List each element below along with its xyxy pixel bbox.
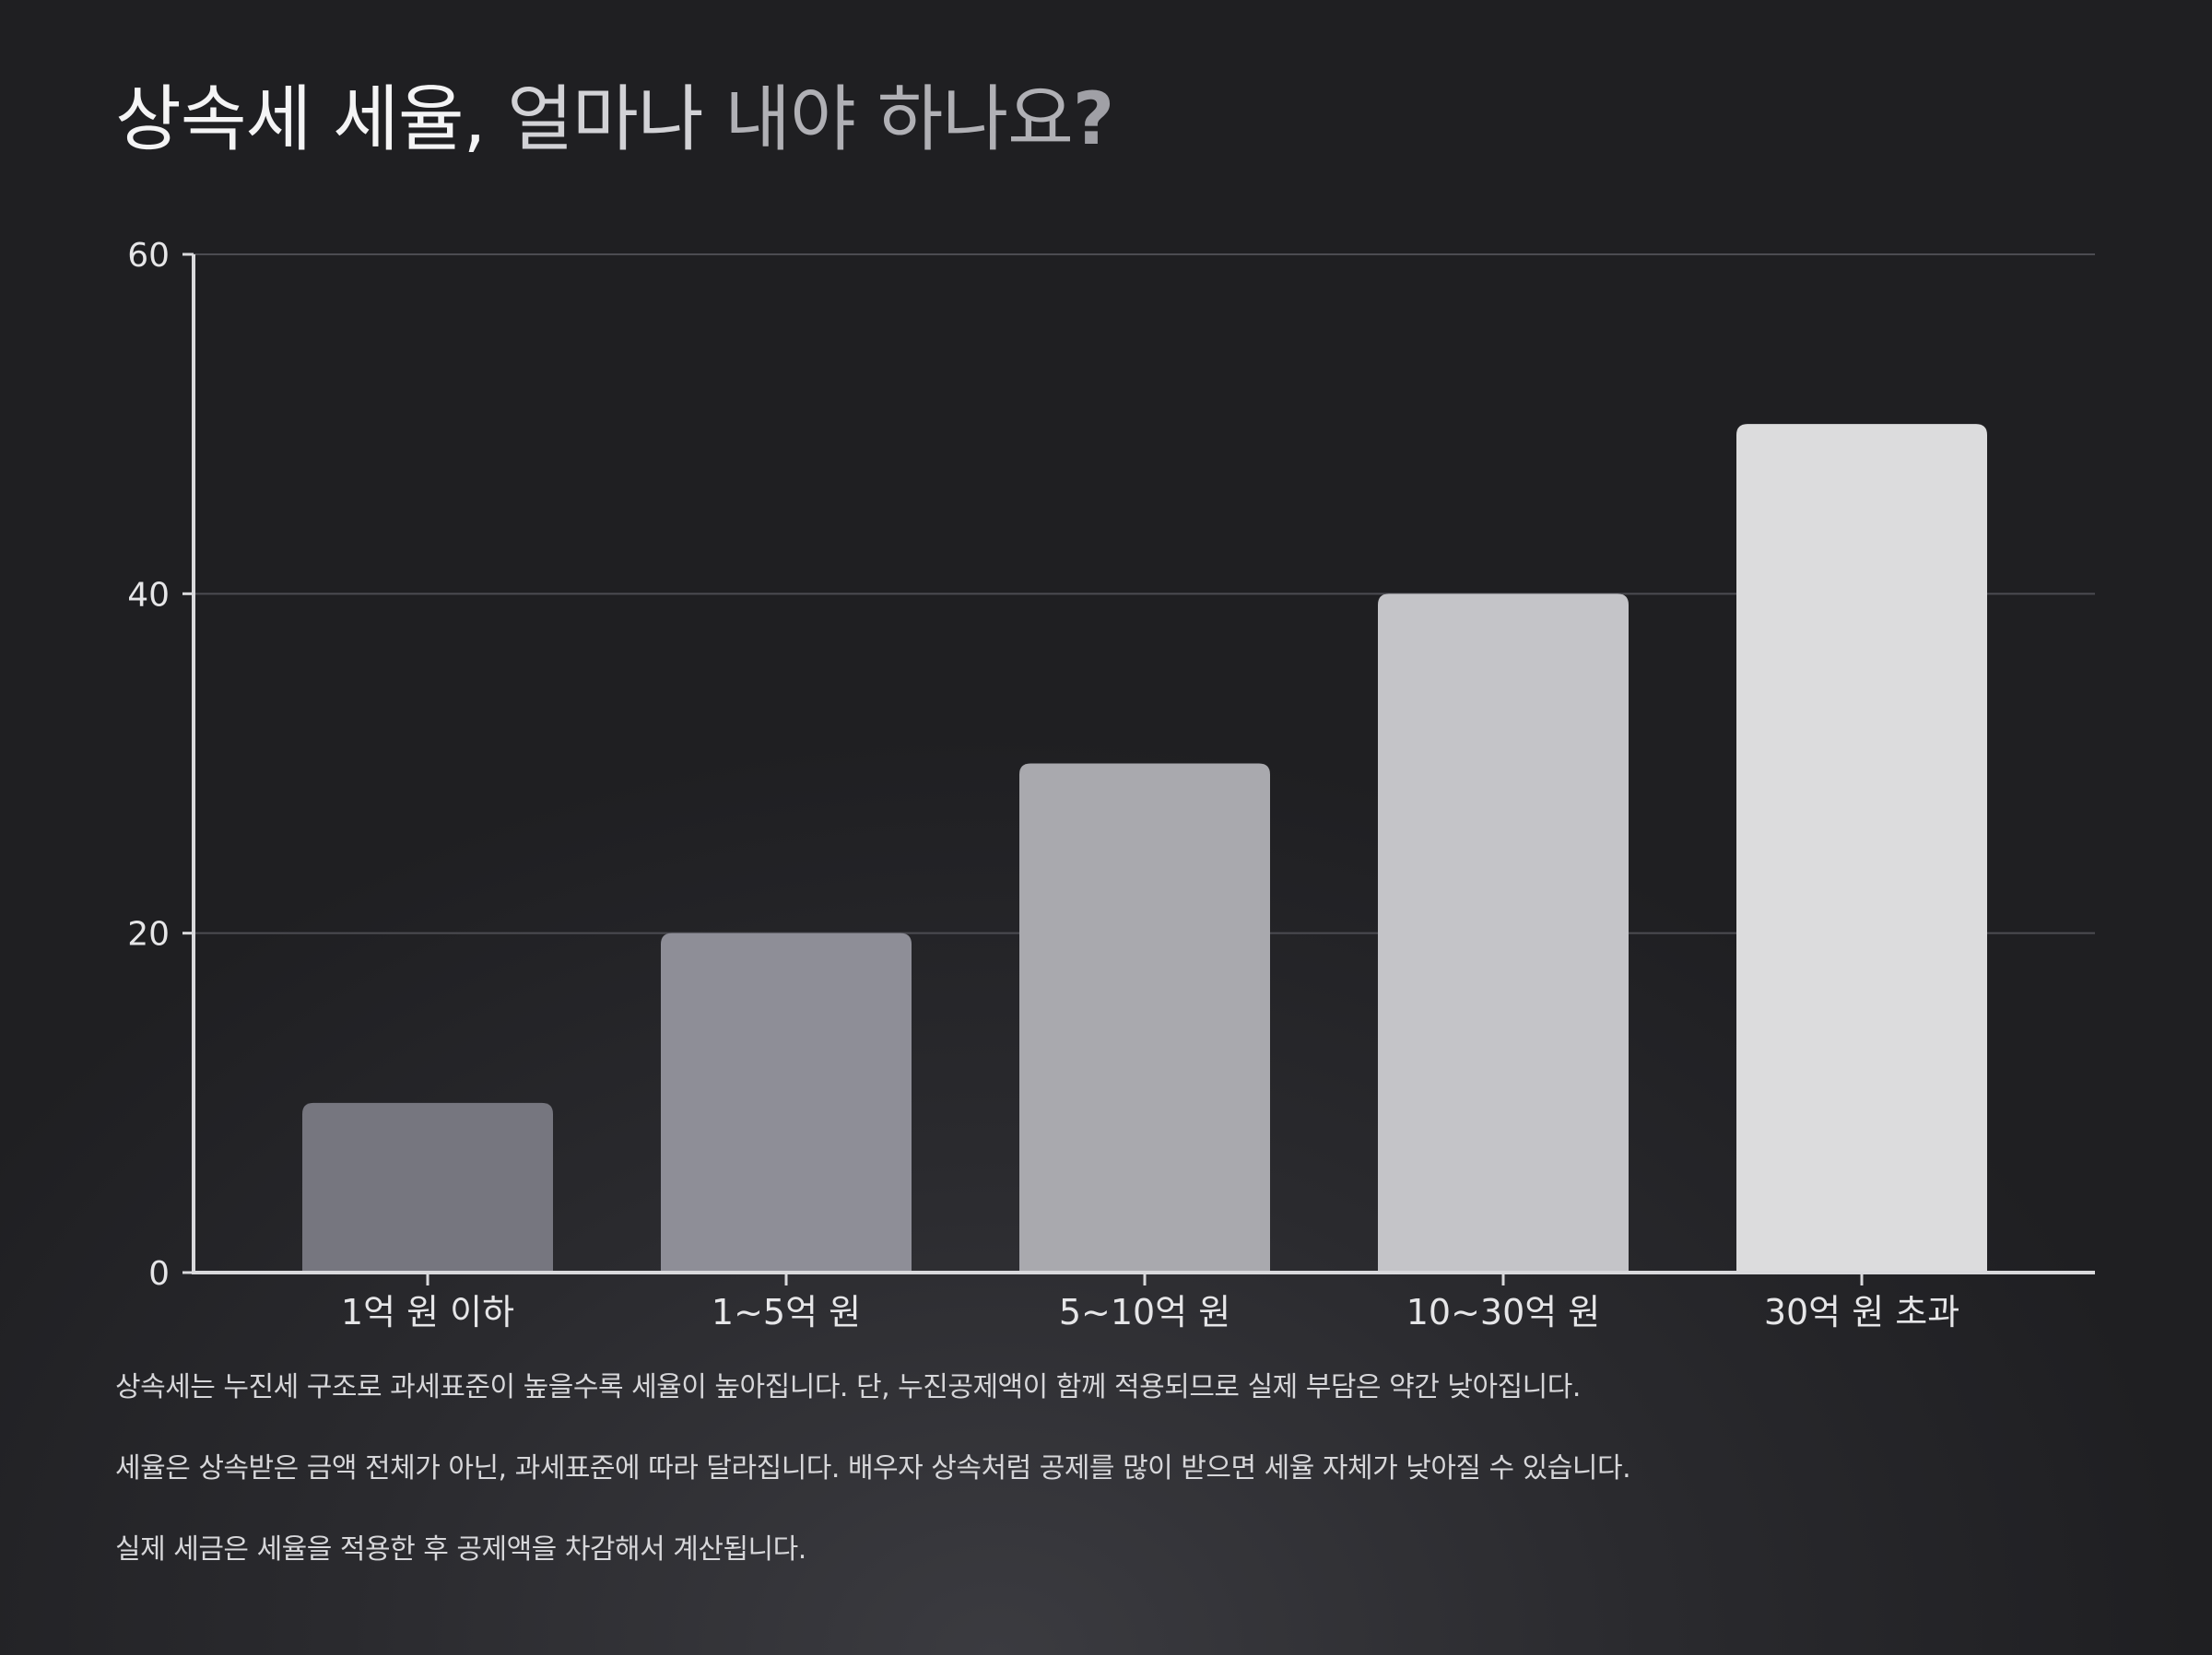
note-text: 실제 세금은 세율을 적용한 후 공제액을 차감해서 계산됩니다. [115, 1533, 806, 1566]
y-tick-label: 40 [127, 576, 170, 614]
title-part: 얼마나 [507, 78, 725, 161]
bar [1019, 763, 1270, 1273]
x-tick-label: 1~5억 원 [712, 1292, 861, 1332]
bar [1378, 593, 1629, 1273]
y-tick-label: 60 [127, 237, 170, 275]
x-tick-label: 30억 원 초과 [1764, 1292, 1959, 1332]
x-tick-label: 10~30억 원 [1406, 1292, 1601, 1332]
x-tick-label: 1억 원 이하 [341, 1292, 514, 1332]
bar [661, 933, 912, 1273]
note-text: 세율은 상속받은 금액 전체가 아닌, 과세표준에 따라 달라집니다. 배우자 … [115, 1452, 1631, 1485]
tick-labels: 0 20 40 60 1억 원 이하 1~5억 원 5~10억 원 10~30억 원 30억 원… [127, 237, 1959, 1332]
x-tick-label: 5~10억 원 [1059, 1292, 1230, 1332]
bar [302, 1102, 553, 1273]
chart-title: 상속세 세율, 얼마나 내야 하나요? [115, 78, 1114, 161]
bar-chart: 0 20 40 60 1억 원 이하 1~5억 원 5~10억 원 10~30억 원 30억 원… [127, 237, 2095, 1332]
bar [1736, 424, 1987, 1274]
y-tick-label: 20 [127, 916, 170, 954]
y-tick-label: 0 [148, 1255, 170, 1293]
title-part: 상속세 세율, [115, 78, 508, 161]
bars [302, 424, 1987, 1274]
note-text: 상속세는 누진세 구조로 과세표준이 높을수록 세율이 높아집니다. 단, 누진… [115, 1371, 1581, 1403]
title-part: ? [1072, 78, 1114, 161]
chart-notes: 상속세는 누진세 구조로 과세표준이 높을수록 세율이 높아집니다. 단, 누진… [115, 1371, 2097, 1614]
axes [182, 252, 2095, 1285]
title-part: 내야 하나요 [724, 78, 1074, 161]
